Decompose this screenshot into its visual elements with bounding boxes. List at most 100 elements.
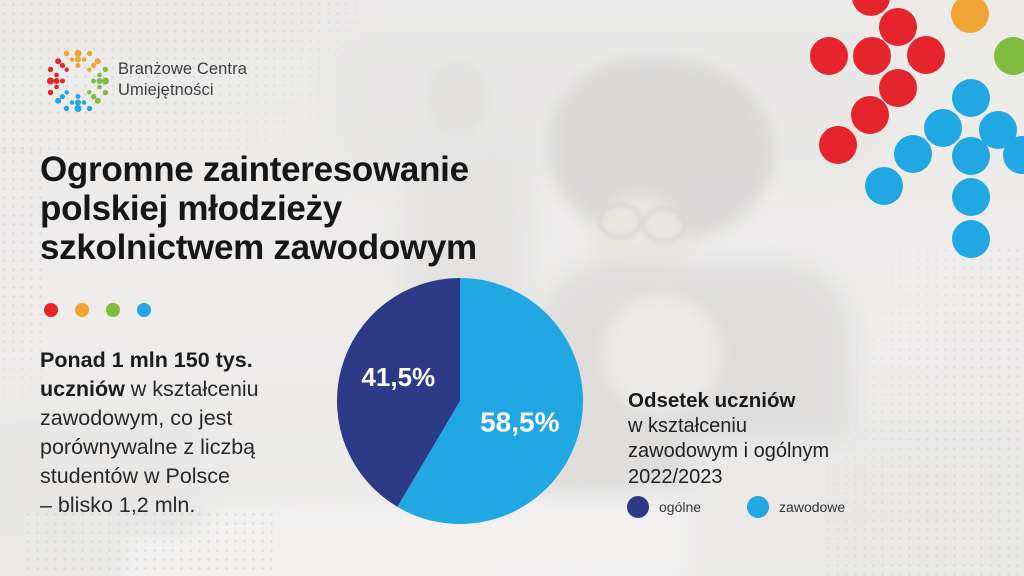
logo-dot: [86, 105, 93, 112]
logo-dot: [75, 56, 81, 63]
photo-student-face: [592, 194, 688, 294]
logo-dot: [91, 94, 97, 100]
logo-dot: [54, 72, 59, 78]
logo-dot: [69, 57, 75, 62]
logo-text-line1: Branżowe Centra: [118, 60, 247, 78]
logo-dot: [86, 50, 93, 57]
caption-line4: 2022/2023: [628, 465, 723, 488]
photo-student-hair: [550, 58, 774, 242]
logo-dot: [75, 94, 81, 99]
logo-dot: [47, 89, 54, 96]
stat-line: zawodowym, co jest: [40, 404, 310, 433]
headline-line1: Ogromne zainteresowanie: [40, 150, 469, 189]
stat-line: – blisko 1,2 mln.: [40, 491, 310, 520]
decor-circle: [819, 126, 857, 164]
photo-student-glasses-right: [642, 207, 686, 243]
pie-slice-zawodowe: [397, 278, 583, 524]
decor-circle: [952, 79, 990, 117]
legend-dot-zawodowe: [747, 496, 770, 518]
stat-regular: zawodowym, co jest: [40, 406, 233, 430]
photo-student-glasses-left: [598, 203, 642, 239]
logo: Branżowe Centra Umiejętności: [46, 48, 247, 112]
stat-regular: – blisko 1,2 mln.: [40, 493, 196, 517]
headline-line3: szkolnictwem zawodowym: [40, 228, 477, 267]
pie-slice-ogólne: [337, 278, 460, 507]
logo-dot: [54, 84, 59, 90]
photo-backdrop: [330, 30, 890, 170]
decor-circle: [952, 178, 990, 216]
stat-bold: uczniów: [40, 377, 125, 401]
logo-dot: [81, 100, 87, 105]
logo-dot: [87, 90, 92, 95]
logo-dot: [69, 100, 75, 105]
decor-circle: [907, 36, 945, 74]
logo-dot: [63, 50, 70, 57]
decor-circle: [865, 167, 903, 205]
caption-line3: zawodowym i ogólnym: [628, 440, 830, 462]
stat-line: Ponad 1 mln 150 tys.: [40, 346, 310, 375]
logo-dot: [59, 94, 65, 100]
decor-circle: [810, 37, 848, 75]
pie-chart-svg: 58,5% 41,5%: [337, 278, 583, 524]
logo-dot: [47, 66, 54, 73]
decor-circle: [879, 69, 917, 107]
decor-circle: [951, 0, 989, 33]
accent-dot-orange: [75, 303, 89, 317]
legend-label-ogolne: ogólne: [659, 499, 702, 515]
legend-dot-ogolne: [627, 496, 649, 518]
decor-circle: [924, 109, 962, 147]
logo-dot: [55, 58, 62, 65]
stat-bold: Ponad 1 mln 150 tys.: [40, 348, 253, 372]
logo-dot: [74, 50, 82, 57]
pie-chart: 58,5% 41,5%: [337, 278, 583, 524]
legend-item-ogolne: ogólne: [627, 496, 701, 518]
logo-dot: [102, 89, 109, 96]
decor-circle: [851, 96, 889, 134]
logo-text-line2: Umiejętności: [118, 81, 214, 99]
logo-dot: [97, 72, 102, 78]
logo-dot: [75, 63, 81, 68]
logo-dot: [94, 58, 101, 65]
logo-dot: [102, 66, 109, 73]
logo-dot: [96, 78, 103, 84]
decor-circle: [952, 220, 990, 258]
decor-circle: [1003, 136, 1024, 174]
accent-dot-green: [106, 303, 120, 317]
logo-dot: [53, 78, 60, 84]
logo-dot: [74, 105, 82, 112]
decor-circle: [994, 37, 1024, 75]
chart-caption: Odsetek uczniów w kształceniu zawodowym …: [628, 388, 868, 490]
accent-dot-blue: [137, 303, 151, 317]
accent-dot-red: [44, 303, 58, 317]
decor-circle: [853, 37, 891, 75]
logo-dot: [75, 99, 81, 106]
logo-dot: [55, 97, 62, 104]
logo-dot: [91, 78, 96, 84]
stat-line: porównywalne z liczbą: [40, 433, 310, 462]
accent-dots: [44, 303, 151, 317]
page-title: Ogromne zainteresowanie polskiej młodzie…: [40, 150, 560, 267]
stat-regular: w kształceniu: [124, 377, 259, 401]
logo-text: Branżowe Centra Umiejętności: [118, 59, 247, 101]
legend-label-zawodowe: zawodowe: [779, 499, 846, 515]
logo-dot: [63, 105, 70, 112]
decor-circle: [852, 0, 890, 16]
decor-circle: [879, 8, 917, 46]
bcu-logo-icon: [47, 50, 109, 112]
decor-circle: [952, 137, 990, 175]
stat-regular: studentów w Polsce: [40, 464, 231, 488]
headline-line2: polskiej młodzieży: [40, 189, 342, 228]
legend-item-zawodowe: zawodowe: [747, 496, 845, 518]
stat-line: studentów w Polsce: [40, 462, 310, 491]
logo-dot: [81, 57, 87, 62]
caption-line2: w kształceniu: [628, 414, 747, 437]
caption-title: Odsetek uczniów: [628, 389, 796, 412]
logo-dot: [60, 78, 65, 84]
logo-dot: [87, 67, 92, 72]
logo-dot: [47, 77, 54, 85]
pie-label-zawodowe: 58,5%: [480, 406, 559, 437]
pie-label-ogólne: 41,5%: [361, 362, 435, 392]
logo-dot: [59, 62, 65, 68]
decor-circle: [894, 135, 932, 173]
